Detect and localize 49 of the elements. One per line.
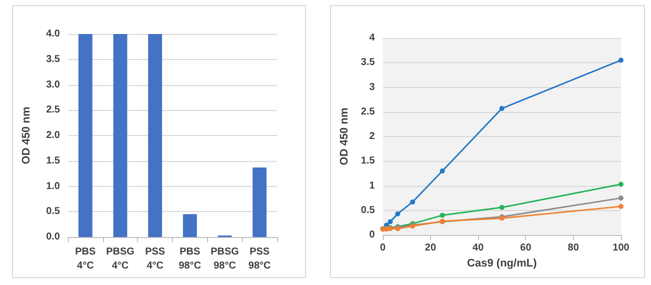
point	[395, 211, 400, 216]
x-tick-label: PSS 4°C	[145, 246, 166, 272]
y-tick-label: 3.5	[46, 54, 60, 65]
x-tick-label: 20	[424, 242, 436, 254]
y-tick-label: 2	[369, 131, 376, 142]
x-tick-label: PBS 4°C	[75, 246, 96, 272]
point	[440, 168, 445, 174]
y-tick-label: 3.5	[360, 57, 376, 68]
y-tick-label: 3.0	[46, 79, 60, 90]
y-tick-label: 2.0	[46, 130, 60, 141]
y-tick-label: 0.0	[46, 232, 60, 242]
y-tick-label: 1.0	[46, 180, 60, 192]
x-tick-label: 80	[568, 242, 580, 254]
y-axis-title: OD 450 nm	[20, 106, 32, 164]
x-tick-label: 0	[380, 242, 386, 254]
x-tick-label: 60	[520, 242, 532, 254]
point	[618, 196, 624, 201]
y-tick-label: 4.0	[46, 28, 60, 40]
y-tick-label: 4	[369, 32, 376, 44]
x-tick-label: PBSG 4°C	[106, 246, 135, 272]
bar	[113, 34, 128, 237]
x-tick-label: 100	[612, 242, 630, 254]
point	[388, 219, 393, 224]
point	[618, 204, 624, 209]
x-tick-label: PSS 98°C	[248, 246, 271, 272]
y-tick-label: 1.5	[46, 155, 60, 166]
x-tick-label: PBSG 98°C	[210, 246, 240, 272]
x-axis-title: Cas9 (ng/mL)	[467, 257, 538, 270]
point	[499, 204, 504, 210]
bar	[182, 214, 197, 237]
bar	[78, 34, 92, 237]
y-tick-label: 2.5	[360, 106, 376, 118]
x-tick-label: PBS 98°C	[178, 246, 202, 272]
bar	[148, 34, 162, 237]
y-tick-label: 2.5	[46, 104, 60, 116]
point	[440, 212, 445, 218]
point	[410, 200, 416, 204]
y-tick-label: 0	[369, 230, 376, 240]
bar	[252, 167, 267, 237]
point	[618, 58, 624, 63]
y-tick-label: 1.5	[360, 156, 376, 167]
y-axis-title: OD 450 nm	[338, 108, 350, 166]
x-tick-label: 40	[472, 242, 484, 254]
point	[618, 182, 624, 187]
y-tick-label: 0.5	[46, 206, 60, 218]
y-tick-label: 0.5	[360, 204, 376, 216]
y-tick-label: 1	[369, 180, 376, 192]
y-tick-label: 3	[369, 82, 376, 93]
point	[499, 106, 504, 111]
